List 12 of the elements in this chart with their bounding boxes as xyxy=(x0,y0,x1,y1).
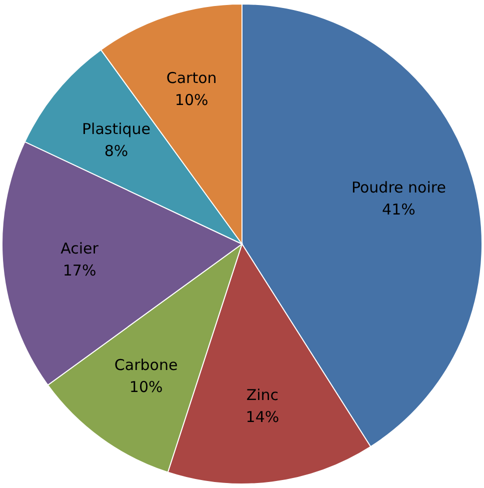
slice-label: Carton xyxy=(166,68,217,87)
slice-label: Poudre noire xyxy=(351,178,446,196)
data-label: 14% xyxy=(246,408,280,426)
data-label: 10% xyxy=(129,378,163,396)
slice-label: Carbone xyxy=(114,356,178,374)
data-label: 41% xyxy=(382,200,416,218)
slice-label: Zinc xyxy=(246,386,279,404)
slice-label: Acier xyxy=(60,239,100,258)
data-label: 10% xyxy=(174,90,208,109)
slice-label: Plastique xyxy=(82,120,151,138)
data-label: 17% xyxy=(62,261,96,280)
data-label: 8% xyxy=(104,142,128,160)
